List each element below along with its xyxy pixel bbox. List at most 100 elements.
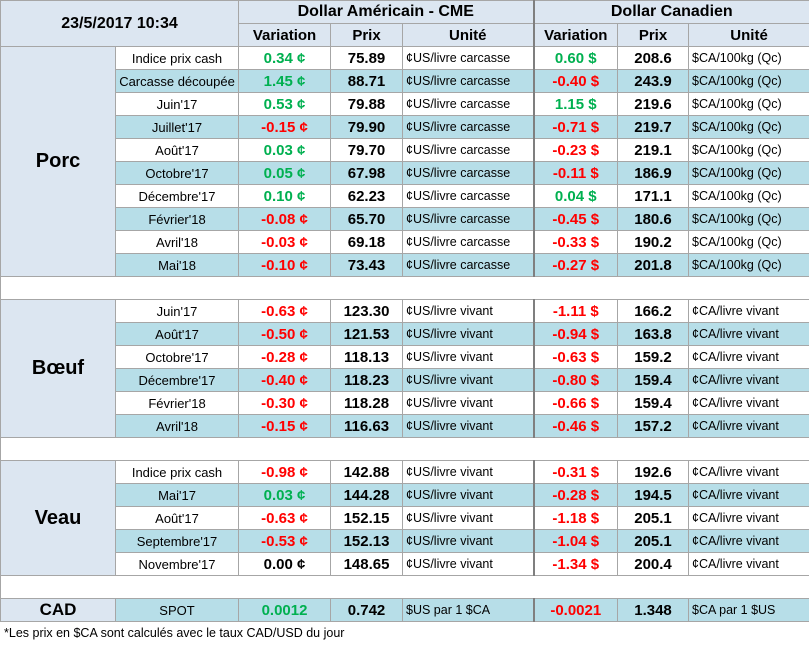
usd-variation: -0.50 ¢: [238, 322, 332, 346]
cad-unit: $CA/100kg (Qc): [688, 253, 809, 277]
usd-price: 75.89: [330, 46, 404, 70]
cad-variation: -0.11 $: [532, 161, 619, 185]
table-row: Juin'17 0.53 ¢ 79.88 ¢US/livre carcasse 1.15…: [1, 92, 809, 116]
cad-unit: ¢CA/livre vivant: [688, 368, 809, 392]
table-row: Novembre'17 0.00 ¢ 148.65 ¢US/livre vivant -…: [1, 552, 809, 576]
table-row: Août'17 -0.63 ¢ 152.15 ¢US/livre vivant -1.1…: [1, 506, 809, 530]
cad-price: 159.4: [617, 368, 690, 392]
contract: Juin'17: [114, 92, 240, 116]
usd-price: 144.28: [330, 483, 404, 507]
usd-variation: 0.34 ¢: [238, 46, 332, 70]
usd-variation: 0.53 ¢: [238, 92, 332, 116]
usd-price: 62.23: [330, 184, 404, 208]
cad-variation: -0.45 $: [532, 207, 619, 231]
cad-variation: -0.46 $: [532, 414, 619, 438]
cad-price: 159.2: [617, 345, 690, 369]
table-row: Porc Indice prix cash 0.34 ¢ 75.89 ¢US/livre…: [0, 46, 809, 277]
usd-price: 118.13: [330, 345, 404, 369]
cad-variation: -0.63 $: [532, 345, 619, 369]
cad-variation: -0.66 $: [532, 391, 619, 415]
table-row: Juillet'17 -0.15 ¢ 79.90 ¢US/livre carcasse…: [1, 115, 809, 139]
cad-price: 192.6: [617, 460, 690, 484]
table-row: [0, 276, 809, 300]
group-label: Veau: [0, 460, 116, 576]
usd-unit: ¢US/livre vivant: [402, 391, 535, 415]
usd-variation: -0.08 ¢: [238, 207, 332, 231]
cad-unit: ¢CA/livre vivant: [688, 483, 809, 507]
contract: Mai'17: [114, 483, 240, 507]
usd-unit: ¢US/livre vivant: [402, 529, 535, 553]
usd-unit: ¢US/livre carcasse: [402, 115, 535, 139]
contract: Août'17: [114, 322, 240, 346]
usd-price: 79.70: [330, 138, 404, 162]
usd-unit: ¢US/livre vivant: [402, 299, 535, 323]
column-header: Unité: [688, 23, 809, 47]
column-header: Unité: [402, 23, 535, 47]
cad-unit: $CA par 1 $US: [688, 598, 809, 622]
usd-unit: ¢US/livre carcasse: [402, 69, 535, 93]
cad-variation: -1.34 $: [532, 552, 619, 576]
contract: Novembre'17: [114, 552, 240, 576]
table-row: Septembre'17 -0.53 ¢ 152.13 ¢US/livre vivan…: [1, 529, 809, 553]
cad-unit: $CA/100kg (Qc): [688, 92, 809, 116]
group-label: Bœuf: [0, 299, 116, 438]
column-header: Prix: [617, 23, 690, 47]
contract: Octobre'17: [114, 161, 240, 185]
usd-title: Dollar Américain - CME: [238, 0, 535, 24]
cad-unit: $CA/100kg (Qc): [688, 46, 809, 70]
usd-variation: 0.03 ¢: [238, 483, 332, 507]
usd-variation: -0.63 ¢: [238, 506, 332, 530]
table-row: Octobre'17 -0.28 ¢ 118.13 ¢US/livre vivant -…: [1, 345, 809, 369]
table-row: Février'18 -0.30 ¢ 118.28 ¢US/livre vivant -…: [1, 391, 809, 415]
cad-variation: -0.27 $: [532, 253, 619, 277]
usd-variation: -0.98 ¢: [238, 460, 332, 484]
usd-price: 73.43: [330, 253, 404, 277]
cad-unit: ¢CA/livre vivant: [688, 552, 809, 576]
usd-price: 148.65: [330, 552, 404, 576]
cad-variation: -1.04 $: [532, 529, 619, 553]
cad-variation: -0.28 $: [532, 483, 619, 507]
cad-unit: $CA/100kg (Qc): [688, 184, 809, 208]
usd-variation: 0.00 ¢: [238, 552, 332, 576]
usd-unit: ¢US/livre vivant: [402, 483, 535, 507]
contract: Février'18: [114, 391, 240, 415]
usd-unit: ¢US/livre vivant: [402, 345, 535, 369]
usd-unit: ¢US/livre vivant: [402, 414, 535, 438]
usd-variation: -0.15 ¢: [238, 115, 332, 139]
cad-price: 200.4: [617, 552, 690, 576]
usd-price: 118.23: [330, 368, 404, 392]
cad-price: 194.5: [617, 483, 690, 507]
contract: Mai'18: [114, 253, 240, 277]
price-table: 23/5/2017 10:34 Dollar Américain - CME Dol…: [0, 0, 809, 622]
cad-price: 166.2: [617, 299, 690, 323]
usd-price: 121.53: [330, 322, 404, 346]
usd-variation: 1.45 ¢: [238, 69, 332, 93]
usd-price: 152.15: [330, 506, 404, 530]
contract: Août'17: [114, 138, 240, 162]
cad-price: 186.9: [617, 161, 690, 185]
cad-price: 208.6: [617, 46, 690, 70]
table-row: Variation Prix Unité Variation Prix Unité: [1, 23, 809, 47]
usd-price: 142.88: [330, 460, 404, 484]
usd-price: 0.742: [330, 598, 404, 622]
cad-unit: ¢CA/livre vivant: [688, 299, 809, 323]
table-row: Février'18 -0.08 ¢ 65.70 ¢US/livre carcasse…: [1, 207, 809, 231]
cad-price: 157.2: [617, 414, 690, 438]
usd-unit: ¢US/livre carcasse: [402, 207, 535, 231]
table-row: Décembre'17 0.10 ¢ 62.23 ¢US/livre carcasse…: [1, 184, 809, 208]
table-row: Mai'17 0.03 ¢ 144.28 ¢US/livre vivant -0.28 …: [1, 483, 809, 507]
usd-variation: 0.03 ¢: [238, 138, 332, 162]
table-row: Avril'18 -0.15 ¢ 116.63 ¢US/livre vivant -0.…: [1, 414, 809, 438]
table-row: Carcasse découpée 1.45 ¢ 88.71 ¢US/livre ca…: [1, 69, 809, 93]
cad-unit: ¢CA/livre vivant: [688, 460, 809, 484]
cad-unit: ¢CA/livre vivant: [688, 391, 809, 415]
contract: Juin'17: [114, 299, 240, 323]
cad-unit: ¢CA/livre vivant: [688, 322, 809, 346]
contract: Indice prix cash: [114, 460, 240, 484]
usd-price: 152.13: [330, 529, 404, 553]
table-row: Mai'18 -0.10 ¢ 73.43 ¢US/livre carcasse -0.2…: [1, 253, 809, 277]
spacer-cell: [0, 437, 809, 461]
table-row: Bœuf Juin'17 -0.63 ¢ 123.30 ¢US/livre vivant…: [0, 299, 809, 438]
cad-variation: 1.15 $: [532, 92, 619, 116]
